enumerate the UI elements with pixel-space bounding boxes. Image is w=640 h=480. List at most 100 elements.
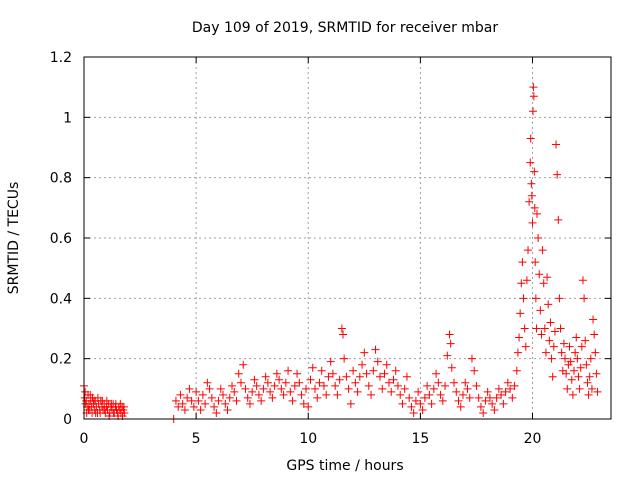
- data-point: [474, 393, 483, 402]
- data-point: [465, 393, 474, 402]
- data-point: [544, 300, 553, 309]
- data-point: [187, 396, 196, 405]
- data-point: [371, 345, 380, 354]
- data-point: [557, 348, 566, 357]
- data-point: [281, 378, 290, 387]
- data-point: [517, 279, 526, 288]
- data-point: [277, 384, 286, 393]
- data-point: [196, 405, 205, 414]
- data-point: [333, 390, 342, 399]
- data-point: [548, 372, 557, 381]
- data-point: [89, 396, 98, 405]
- data-point: [212, 408, 221, 417]
- data-point: [556, 324, 565, 333]
- data-point: [485, 393, 494, 402]
- data-point: [257, 396, 266, 405]
- data-point: [583, 378, 592, 387]
- data-point: [180, 405, 189, 414]
- x-tick-label: 10: [299, 431, 317, 447]
- data-point: [109, 408, 118, 417]
- data-point: [574, 372, 583, 381]
- data-point: [236, 378, 245, 387]
- grid: [84, 57, 611, 419]
- data-point: [479, 408, 488, 417]
- data-point: [589, 315, 598, 324]
- data-point: [568, 390, 577, 399]
- data-point: [532, 324, 541, 333]
- data-point: [254, 390, 263, 399]
- data-point: [429, 384, 438, 393]
- data-point: [393, 381, 402, 390]
- data-point: [513, 348, 522, 357]
- data-point: [407, 402, 416, 411]
- data-point: [234, 369, 243, 378]
- data-point: [536, 306, 545, 315]
- data-point: [438, 396, 447, 405]
- data-point: [119, 402, 128, 411]
- data-point: [452, 387, 461, 396]
- data-point: [364, 381, 373, 390]
- data-point: [581, 336, 590, 345]
- data-point: [547, 354, 556, 363]
- x-tick-label: 15: [411, 431, 429, 447]
- data-point: [183, 393, 192, 402]
- data-point: [472, 381, 481, 390]
- data-point: [353, 387, 362, 396]
- data-point: [593, 387, 602, 396]
- data-point: [286, 387, 295, 396]
- data-point: [470, 366, 479, 375]
- data-point: [461, 378, 470, 387]
- data-point: [575, 384, 584, 393]
- data-point: [573, 354, 582, 363]
- data-point: [535, 270, 544, 279]
- data-point: [378, 384, 387, 393]
- data-point: [476, 402, 485, 411]
- data-point: [362, 369, 371, 378]
- data-point: [510, 381, 519, 390]
- data-point: [443, 351, 452, 360]
- data-point: [225, 393, 234, 402]
- data-point: [529, 83, 538, 92]
- data-point: [402, 372, 411, 381]
- data-point: [423, 381, 432, 390]
- data-point: [96, 408, 105, 417]
- data-point: [497, 390, 506, 399]
- data-point: [192, 387, 201, 396]
- data-point: [532, 209, 541, 218]
- data-point: [520, 324, 529, 333]
- data-point: [528, 107, 537, 116]
- data-point: [203, 378, 212, 387]
- data-point: [405, 393, 414, 402]
- data-point: [550, 327, 559, 336]
- data-point: [81, 387, 90, 396]
- data-point: [100, 405, 109, 414]
- data-point: [241, 384, 250, 393]
- data-point: [376, 372, 385, 381]
- data-point: [527, 191, 536, 200]
- data-point: [270, 381, 279, 390]
- data-point: [483, 387, 492, 396]
- data-point: [335, 375, 344, 384]
- data-point: [288, 396, 297, 405]
- data-point: [559, 339, 568, 348]
- data-point: [530, 203, 539, 212]
- data-point: [529, 92, 538, 101]
- data-point: [382, 360, 391, 369]
- data-point: [207, 393, 216, 402]
- data-point: [245, 399, 254, 408]
- data-point: [488, 399, 497, 408]
- data-point: [194, 396, 203, 405]
- data-point: [531, 258, 540, 267]
- data-point: [490, 405, 499, 414]
- data-point: [519, 294, 528, 303]
- data-point: [297, 390, 306, 399]
- data-point: [317, 366, 326, 375]
- data-point: [373, 357, 382, 366]
- data-point: [467, 354, 476, 363]
- data-point: [528, 218, 537, 227]
- data-point: [492, 393, 501, 402]
- data-point: [537, 330, 546, 339]
- data-point: [592, 369, 601, 378]
